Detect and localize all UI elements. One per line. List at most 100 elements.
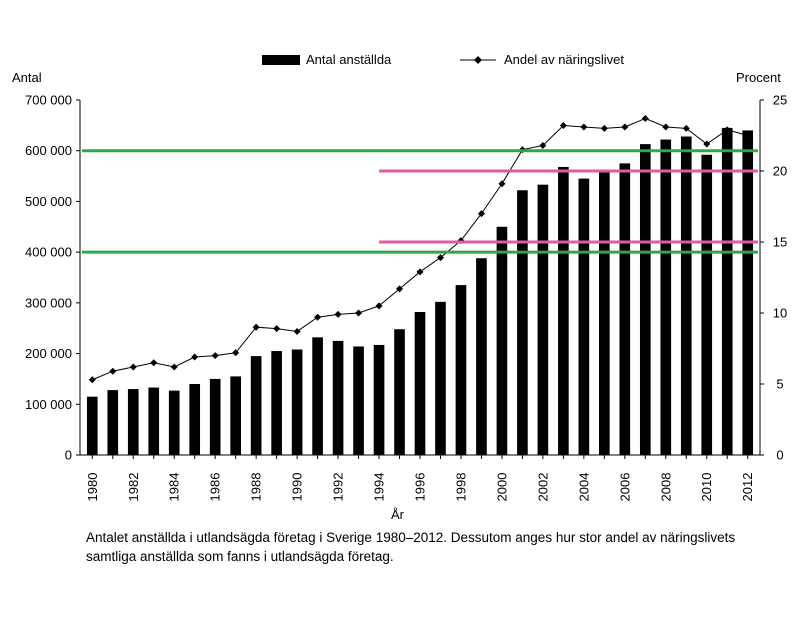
line-point — [477, 210, 485, 218]
bar — [271, 351, 282, 455]
x-tick-label: 1996 — [413, 473, 428, 502]
figure-caption: Antalet anställda i utlandsägda företag … — [86, 530, 736, 564]
line-point — [498, 180, 506, 188]
line-point — [723, 126, 731, 134]
bar — [599, 171, 610, 455]
line-point — [293, 327, 301, 335]
bar — [168, 390, 180, 455]
line-point — [109, 367, 117, 375]
x-tick-label: 1994 — [372, 473, 387, 502]
left-tick-label: 300 000 — [25, 295, 72, 310]
x-axis-title: År — [391, 507, 405, 522]
bar — [660, 139, 672, 456]
bar — [291, 349, 303, 455]
x-tick-label: 2002 — [535, 473, 550, 502]
x-tick-label: 2004 — [576, 473, 591, 502]
x-tick-label: 1982 — [126, 473, 141, 502]
line-point — [170, 363, 178, 371]
line-point — [600, 124, 608, 132]
line-point — [703, 140, 711, 148]
x-tick-label: 1992 — [331, 473, 346, 502]
bar — [435, 301, 446, 455]
right-tick-label: 20 — [773, 164, 787, 179]
line-point — [416, 268, 424, 276]
bar — [148, 387, 160, 455]
bar — [209, 378, 221, 455]
line-point — [252, 323, 260, 331]
legend-bar-swatch — [262, 55, 300, 65]
x-tick-label: 1990 — [290, 473, 305, 502]
line-point — [682, 124, 690, 132]
line-point — [191, 353, 199, 361]
x-tick-label: 2000 — [494, 473, 509, 502]
line-point — [396, 285, 404, 293]
line-point — [641, 114, 649, 122]
bar — [558, 166, 569, 455]
x-tick-label: 1980 — [85, 473, 100, 502]
line-point — [129, 363, 137, 371]
right-axis-title: Procent — [736, 70, 781, 85]
bar — [414, 311, 426, 455]
bar — [189, 384, 201, 455]
left-tick-label: 200 000 — [25, 346, 72, 361]
left-tick-label: 500 000 — [25, 194, 72, 209]
legend-line-label: Andel av näringslivet — [504, 52, 624, 67]
line-point — [744, 132, 752, 139]
reference-lines — [82, 149, 758, 254]
right-tick-label: 5 — [776, 377, 783, 392]
line-point — [436, 254, 444, 262]
bar — [721, 127, 733, 456]
bar-series — [86, 127, 754, 456]
bar — [619, 163, 631, 455]
line-point — [232, 349, 240, 357]
x-tick-label: 2008 — [658, 473, 673, 502]
bar — [517, 190, 528, 455]
line-point — [621, 123, 629, 131]
line-point — [334, 310, 342, 318]
left-axis-title: Antal — [12, 70, 42, 85]
line-point — [150, 359, 158, 367]
line-point — [662, 123, 670, 131]
right-tick-label: 25 — [773, 93, 787, 108]
line-point — [559, 122, 567, 130]
bar — [476, 258, 487, 455]
right-tick-label: 0 — [776, 448, 783, 463]
bar — [127, 389, 139, 455]
bar — [455, 285, 467, 455]
bar — [332, 340, 344, 455]
right-tick-label: 10 — [773, 306, 787, 321]
line-point — [273, 325, 281, 333]
bar — [312, 337, 323, 455]
left-tick-label: 100 000 — [25, 397, 72, 412]
line-point — [580, 123, 588, 131]
bar — [394, 329, 405, 455]
bar — [680, 136, 692, 455]
line-point — [211, 352, 219, 360]
left-tick-label: 700 000 — [25, 93, 72, 108]
line-point — [375, 302, 383, 310]
left-tick-label: 600 000 — [25, 143, 72, 158]
bar — [353, 346, 364, 455]
legend-line-marker — [474, 56, 482, 64]
x-tick-label: 1998 — [453, 473, 468, 502]
bar — [373, 344, 385, 455]
left-tick-label: 0 — [65, 448, 72, 463]
x-tick-label: 1984 — [167, 473, 182, 502]
x-tick-label: 2012 — [740, 473, 755, 502]
bar — [496, 226, 508, 455]
x-tick-label: 1988 — [249, 473, 264, 502]
line-point — [88, 376, 96, 384]
bar — [86, 396, 98, 455]
x-axis-ticks: 1980 1982 1984 1986 1988 1990 1992 1994 1996 1998… — [85, 455, 755, 501]
line-point — [539, 141, 547, 149]
legend-bar-label: Antal anställda — [306, 52, 392, 67]
line-point — [355, 309, 363, 317]
x-tick-label: 2010 — [699, 473, 714, 502]
bar — [537, 184, 549, 455]
bar — [250, 356, 262, 455]
bar — [701, 154, 713, 455]
x-tick-label: 2006 — [617, 473, 632, 502]
bar — [578, 178, 590, 455]
right-tick-label: 15 — [773, 235, 787, 250]
